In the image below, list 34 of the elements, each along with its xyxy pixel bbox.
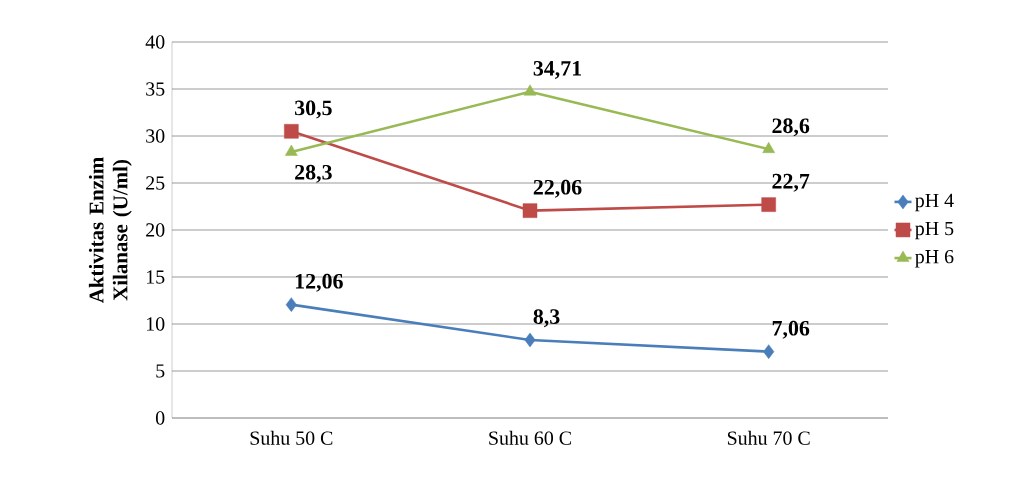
y-tick-label: 0 xyxy=(155,411,165,425)
point xyxy=(761,197,776,212)
legend-label: pH 6 xyxy=(915,249,954,268)
point xyxy=(523,84,537,96)
data-label: 22,7 xyxy=(772,173,810,192)
data-label: 7,06 xyxy=(772,320,810,339)
x-tick-label: Suhu 60 C xyxy=(489,430,571,445)
y-axis-title: Aktivitas Enzim Xilanase (U/ml) xyxy=(88,157,132,304)
data-label: 12,06 xyxy=(295,273,343,292)
data-label: 30,5 xyxy=(295,100,332,119)
y-tick-label: 10 xyxy=(146,317,165,331)
y-tick-label: 40 xyxy=(145,35,165,49)
point xyxy=(762,141,775,153)
y-tick-label: 35 xyxy=(146,82,165,96)
data-label: 28,6 xyxy=(772,118,810,137)
point xyxy=(522,203,538,218)
y-tick-label: 25 xyxy=(146,176,165,190)
point xyxy=(524,332,536,348)
data-label: 34,71 xyxy=(533,60,582,79)
point xyxy=(763,344,775,359)
data-label: 28,3 xyxy=(295,164,332,183)
y-tick-label: 15 xyxy=(146,270,165,284)
y-tick-label: 20 xyxy=(146,223,165,237)
point xyxy=(285,297,297,312)
x-tick-label: Suhu 50 C xyxy=(250,430,333,445)
point xyxy=(284,124,299,139)
data-label: 22,06 xyxy=(533,179,582,198)
y-tick-label: 5 xyxy=(156,364,165,378)
point xyxy=(285,144,298,156)
y-tick-label: 30 xyxy=(146,129,165,143)
x-tick-label: Suhu 70 C xyxy=(727,430,810,445)
legend-label: pH 5 xyxy=(915,221,954,240)
legend-label: pH 4 xyxy=(915,193,954,212)
data-label: 8,3 xyxy=(533,309,560,328)
